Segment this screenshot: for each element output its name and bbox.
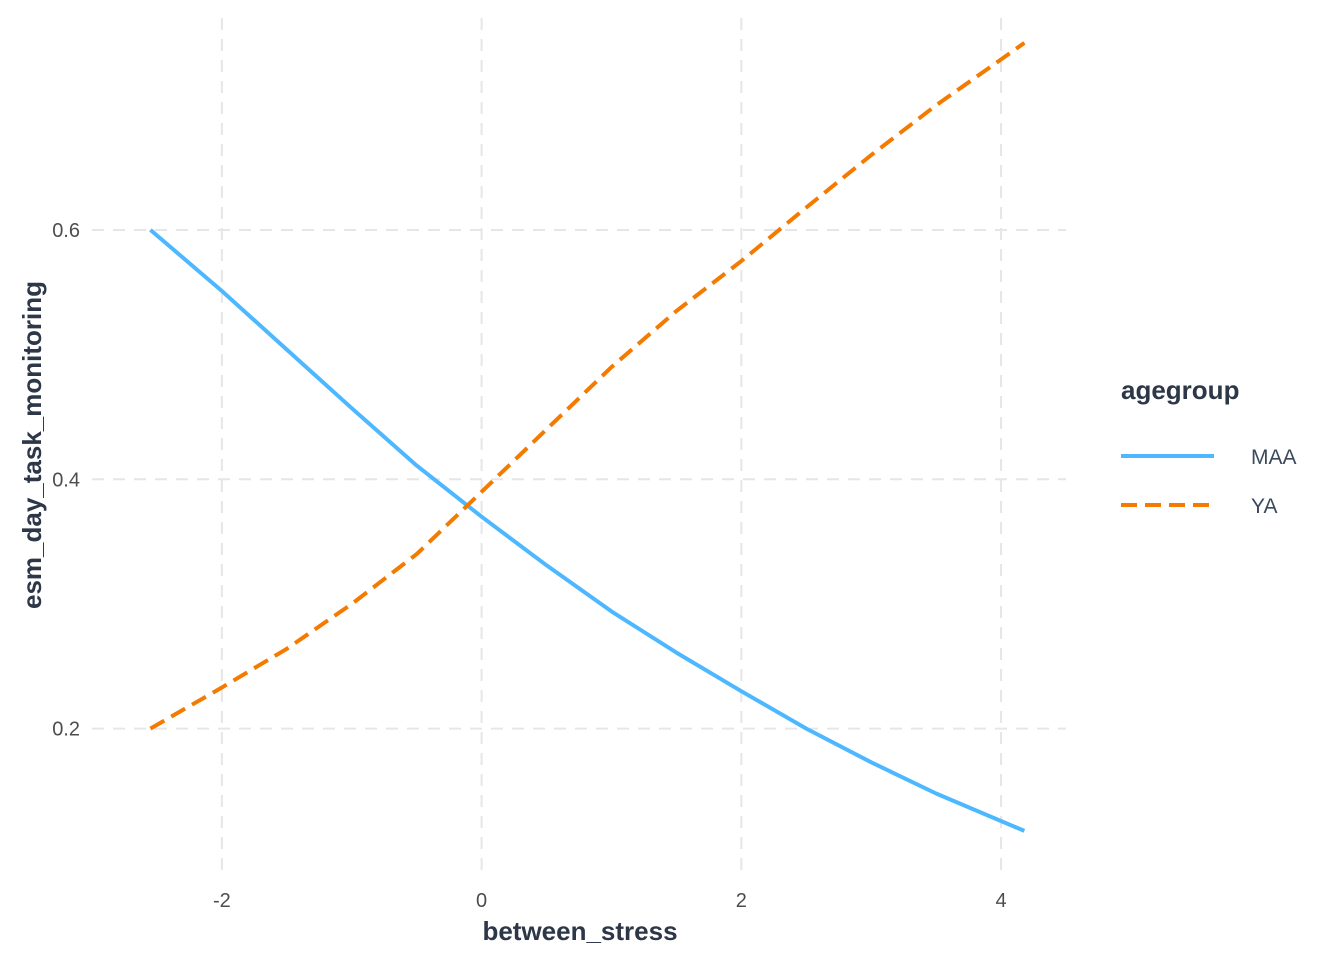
legend: agegroup MAA YA	[1121, 375, 1297, 518]
x-tick-label: 0	[476, 890, 487, 912]
y-axis-title: esm_day_task_monitoring	[17, 281, 47, 609]
series-line-ya	[149, 41, 1026, 731]
x-axis-title: between_stress	[482, 916, 677, 946]
x-tick-label: 2	[736, 890, 747, 912]
y-tick-label: 0.4	[52, 469, 80, 491]
series-group	[149, 41, 1026, 833]
y-tick-label: 0.6	[52, 220, 80, 242]
x-tick-label: 4	[996, 890, 1007, 912]
grid	[92, 18, 1066, 872]
x-tick-label: -2	[213, 890, 231, 912]
legend-title: agegroup	[1121, 375, 1239, 405]
legend-label-maa: MAA	[1251, 446, 1297, 469]
legend-label-ya: YA	[1251, 495, 1277, 518]
series-line-maa	[149, 228, 1026, 833]
y-tick-label: 0.2	[52, 719, 80, 741]
tick-labels: -2 0 2 4 0.2 0.4 0.6	[52, 220, 1006, 912]
